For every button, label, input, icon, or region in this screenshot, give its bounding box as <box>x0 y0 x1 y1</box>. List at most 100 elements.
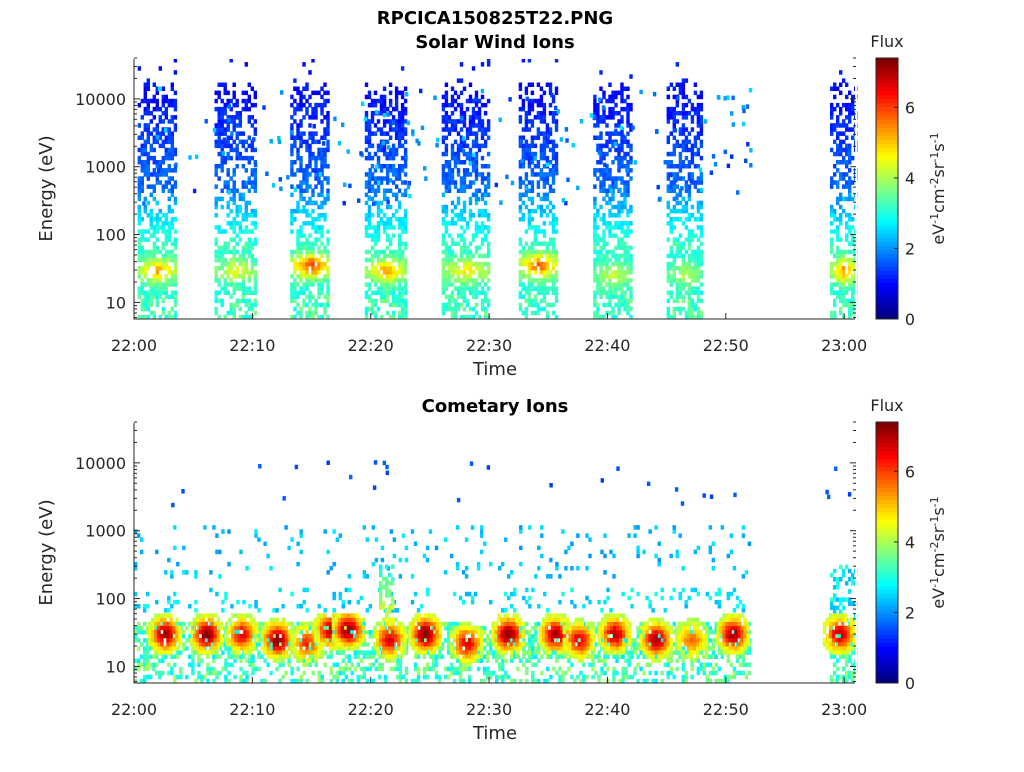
flux-cell <box>398 91 401 96</box>
flux-cell <box>667 189 670 194</box>
flux-cell <box>368 119 371 124</box>
flux-cell <box>248 604 251 609</box>
flux-cell <box>448 266 451 271</box>
flux-cell <box>448 184 451 189</box>
flux-cell <box>374 123 377 128</box>
flux-cell <box>839 123 842 128</box>
flux-cell <box>596 209 599 214</box>
flux-cell <box>174 270 177 275</box>
flux-cell <box>845 233 848 238</box>
flux-cell <box>679 311 682 316</box>
flux-cell <box>602 95 605 100</box>
flux-cell <box>368 136 371 141</box>
flux-cell <box>215 650 218 655</box>
flux-cell <box>168 119 171 124</box>
flux-cell <box>611 254 614 259</box>
flux-cell <box>171 250 174 255</box>
flux-cell <box>463 274 466 279</box>
flux-cell <box>176 675 179 680</box>
flux-cell <box>395 103 398 108</box>
flux-cell <box>239 205 242 210</box>
flux-cell <box>694 83 697 88</box>
flux-cell <box>227 184 230 189</box>
flux-cell <box>673 254 676 259</box>
flux-cell <box>266 554 269 559</box>
flux-cell <box>700 229 703 234</box>
flux-cell <box>369 667 372 672</box>
flux-cell <box>448 282 451 287</box>
flux-cell <box>320 119 323 124</box>
flux-cell <box>380 295 383 300</box>
flux-cell <box>460 246 463 251</box>
flux-cell <box>140 642 143 647</box>
flux-cell <box>448 307 451 312</box>
flux-cell <box>519 307 522 312</box>
flux-cell <box>162 229 165 234</box>
flux-cell <box>596 176 599 181</box>
flux-cell <box>833 291 836 296</box>
flux-cell <box>466 225 469 230</box>
flux-cell <box>389 136 392 141</box>
flux-cell <box>144 237 147 242</box>
flux-cell <box>617 111 620 116</box>
flux-cell <box>608 303 611 308</box>
flux-cell <box>454 127 457 132</box>
flux-cell <box>371 246 374 251</box>
flux-cell <box>531 262 534 267</box>
flux-cell <box>320 278 323 283</box>
flux-cell <box>173 546 176 551</box>
flux-cell <box>380 262 383 267</box>
flux-cell <box>454 107 457 112</box>
flux-cell <box>398 266 401 271</box>
flux-cell <box>472 262 475 267</box>
flux-cell <box>174 107 177 112</box>
flux-cell <box>242 184 245 189</box>
flux-cell <box>540 95 543 100</box>
flux-cell <box>401 66 404 71</box>
flux-cell <box>549 103 552 108</box>
flux-cell <box>549 172 552 177</box>
flux-cell <box>460 213 463 218</box>
flux-cell <box>140 630 143 635</box>
flux-cell <box>614 156 617 161</box>
flux-cell <box>848 242 851 247</box>
flux-cell <box>239 282 242 287</box>
flux-cell <box>395 278 398 283</box>
flux-cell <box>290 217 293 222</box>
flux-cell <box>138 123 141 128</box>
flux-cell <box>215 266 218 271</box>
flux-cell <box>404 87 407 92</box>
flux-cell <box>215 184 218 189</box>
flux-cell <box>386 266 389 271</box>
flux-cell <box>481 237 484 242</box>
flux-cell <box>138 221 141 226</box>
flux-cell <box>851 127 854 132</box>
flux-cell <box>605 274 608 279</box>
flux-cell <box>392 295 395 300</box>
flux-cell <box>679 144 682 149</box>
flux-cell <box>457 278 460 283</box>
flux-cell <box>368 195 371 200</box>
y-tick-label: 100 <box>95 226 126 245</box>
flux-cell <box>830 111 833 116</box>
flux-cell <box>448 180 451 185</box>
flux-cell <box>605 262 608 267</box>
flux-cell <box>667 111 670 116</box>
flux-cell <box>150 148 153 153</box>
flux-cell <box>531 266 534 271</box>
flux-cell <box>305 148 308 153</box>
flux-cell <box>404 299 407 304</box>
flux-cell <box>296 295 299 300</box>
flux-cell <box>251 213 254 218</box>
flux-cell <box>546 156 549 161</box>
flux-cell <box>549 242 552 247</box>
flux-cell <box>221 164 224 169</box>
flux-cell <box>472 278 475 283</box>
flux-cell <box>153 295 156 300</box>
flux-cell <box>543 144 546 149</box>
flux-cell <box>700 254 703 259</box>
flux-cell <box>611 160 614 165</box>
flux-cell <box>404 193 407 198</box>
flux-cell <box>242 291 245 296</box>
flux-cell <box>395 254 398 259</box>
